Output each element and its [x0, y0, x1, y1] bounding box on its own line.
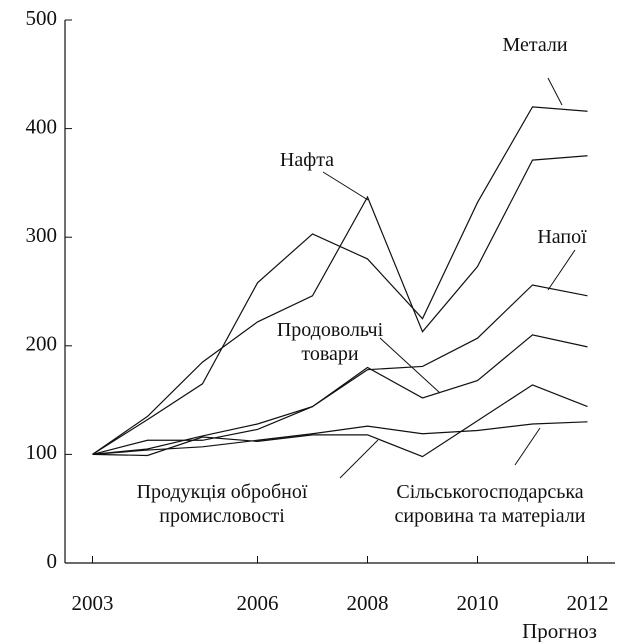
label-pointer [547, 77, 563, 106]
series-label: Продовольчі товари [276, 319, 384, 365]
label-pointer [547, 249, 576, 291]
series-label: Метали [502, 34, 568, 56]
series-line [92, 155, 588, 455]
x-tick-label: 2006 [237, 591, 279, 615]
label-pointer [514, 427, 541, 466]
x-tick-label: 2008 [347, 591, 389, 615]
series-label: Продукція обробної промисловості [136, 481, 308, 527]
series-line [92, 421, 588, 455]
y-tick-label: 100 [26, 440, 58, 464]
series-label: Сільськогосподарська сировина та матеріа… [394, 481, 586, 527]
x-tick-label: 2010 [457, 591, 499, 615]
label-pointer [379, 337, 441, 394]
annotation: Прогноз [522, 619, 597, 642]
series-line [92, 334, 588, 455]
y-tick-label: 0 [47, 549, 58, 573]
series-line [92, 284, 588, 455]
series-line [92, 384, 588, 458]
x-tick-label: 2003 [72, 591, 114, 615]
x-tick-label: 2012 [567, 591, 609, 615]
label-pointer [322, 171, 369, 201]
series-label: Напої [537, 226, 587, 248]
label-pointer [339, 439, 379, 479]
y-tick-label: 200 [26, 332, 58, 356]
y-tick-label: 400 [26, 114, 58, 138]
y-tick-label: 300 [26, 223, 58, 247]
y-tick-label: 500 [26, 6, 58, 30]
series-label: Нафта [279, 149, 335, 171]
